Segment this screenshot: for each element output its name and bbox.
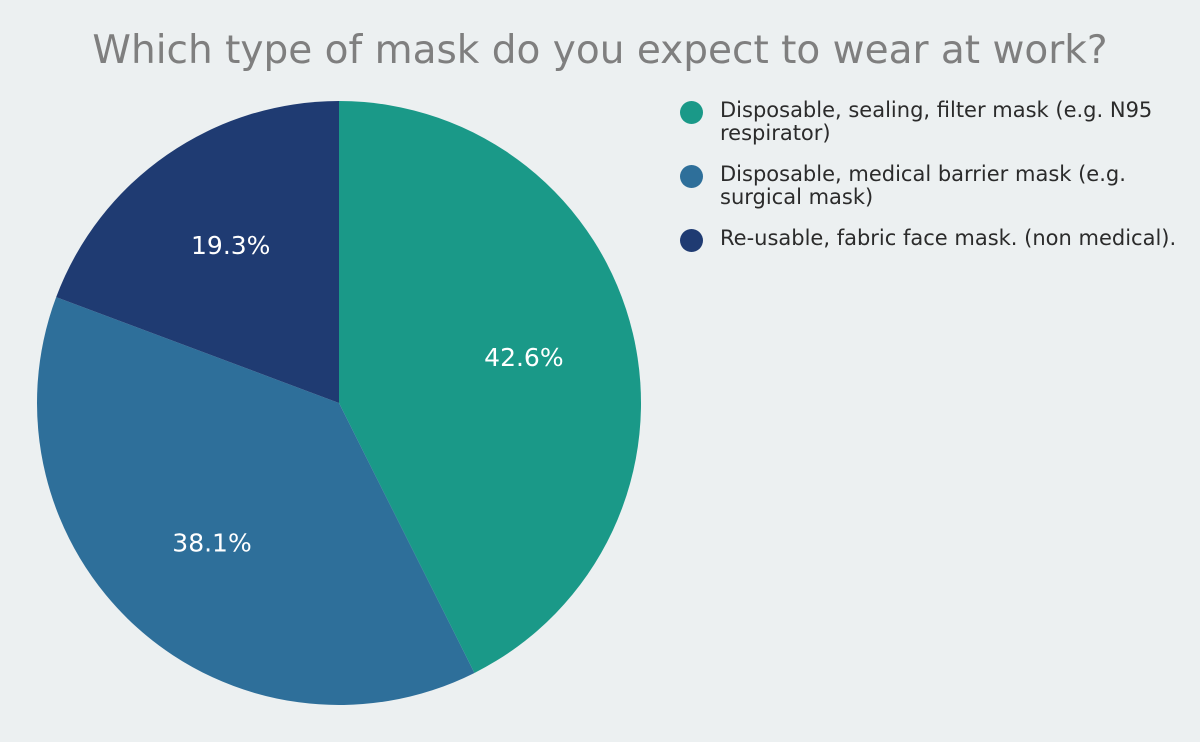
legend-swatch-n95 — [680, 101, 703, 124]
legend: Disposable, sealing, filter mask (e.g. N… — [680, 99, 1180, 270]
legend-label-fabric: Re-usable, fabric face mask. (non medica… — [720, 226, 1177, 250]
legend-item-surgical: Disposable, medical barrier mask (e.g. s… — [680, 163, 1180, 209]
legend-label-surgical: Disposable, medical barrier mask (e.g. s… — [720, 162, 1126, 209]
legend-swatch-fabric — [680, 229, 703, 252]
legend-swatch-surgical — [680, 165, 703, 188]
pie-slice-fabric — [56, 101, 340, 403]
data-label-surgical: 38.1% — [172, 528, 251, 557]
data-label-fabric: 19.3% — [191, 231, 270, 260]
chart-title: Which type of mask do you expect to wear… — [92, 28, 1108, 73]
data-label-n95: 42.6% — [484, 343, 563, 372]
legend-item-fabric: Re-usable, fabric face mask. (non medica… — [680, 227, 1180, 252]
pie-slice-n95 — [339, 101, 642, 673]
legend-item-n95: Disposable, sealing, filter mask (e.g. N… — [680, 99, 1180, 145]
pie-slice-surgical — [36, 297, 475, 706]
legend-label-n95: Disposable, sealing, filter mask (e.g. N… — [720, 98, 1153, 145]
